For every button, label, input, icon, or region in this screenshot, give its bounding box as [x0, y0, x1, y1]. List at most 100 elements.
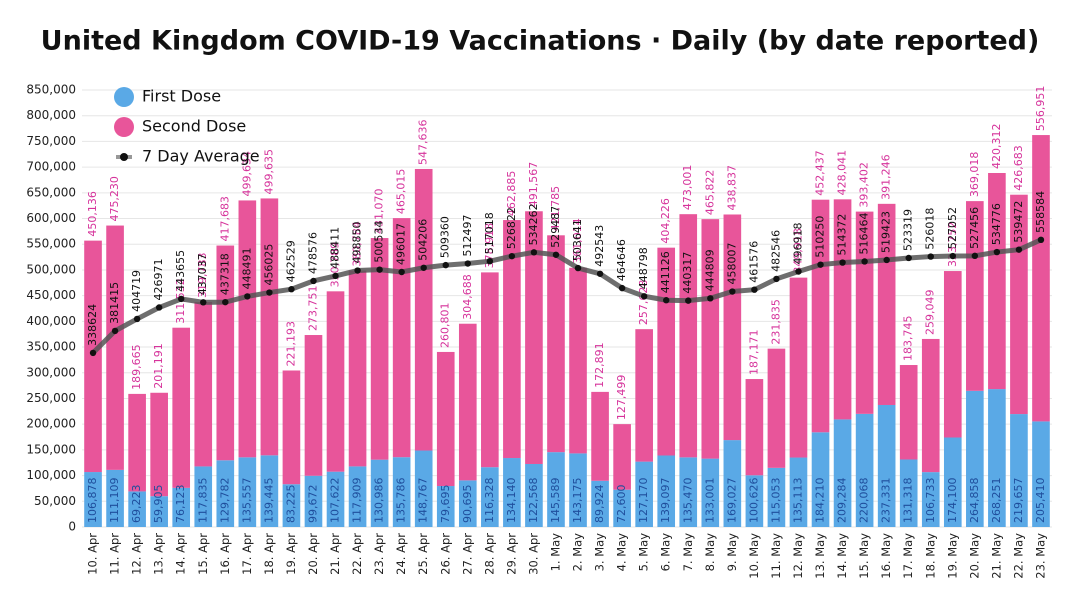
- y-tick-label: 500,000: [26, 262, 76, 276]
- value-label: 201,191: [152, 343, 165, 389]
- bar-segment: [260, 455, 279, 527]
- value-label: 257,628: [637, 280, 650, 326]
- bar-segment: [392, 218, 411, 458]
- x-tick-label: 13. May: [813, 533, 827, 579]
- y-tick-label: 650,000: [26, 185, 76, 199]
- average-label: 482546: [769, 230, 782, 272]
- bar-segment: [414, 450, 433, 527]
- bar-segment: [921, 472, 940, 527]
- average-label: 404719: [130, 270, 143, 312]
- average-label: 426971: [152, 258, 165, 300]
- value-label: 273,751: [306, 286, 319, 332]
- average-label: 440317: [681, 252, 694, 294]
- bar-segment: [194, 466, 213, 527]
- y-tick-label: 150,000: [26, 442, 76, 456]
- average-label: 441126: [659, 251, 672, 293]
- average-label: 448491: [240, 247, 253, 289]
- value-label: 131,318: [902, 478, 915, 524]
- bar-segment: [679, 457, 698, 527]
- bar-segment: [1032, 135, 1050, 422]
- average-point: [1037, 236, 1045, 244]
- bar-segment: [282, 370, 301, 485]
- value-label: 219,657: [1012, 477, 1025, 523]
- bar-segment: [172, 487, 191, 527]
- value-label: 134,140: [505, 478, 518, 524]
- average-point: [111, 327, 119, 335]
- x-tick-label: 2. May: [571, 533, 585, 572]
- value-label: 107,622: [329, 478, 342, 524]
- value-label: 221,193: [284, 321, 297, 367]
- x-tick-label: 18. Apr: [262, 533, 276, 575]
- bar-segment: [458, 480, 477, 527]
- average-label: 461576: [747, 241, 760, 283]
- value-label: 260,801: [439, 302, 452, 348]
- bar-segment: [172, 327, 191, 488]
- y-tick-label: 250,000: [26, 391, 76, 405]
- bar-segment: [723, 214, 742, 441]
- value-label: 491,567: [527, 162, 540, 208]
- x-tick-label: 9. May: [725, 533, 739, 572]
- average-line: [91, 237, 1042, 355]
- value-label: 304,688: [461, 274, 474, 319]
- bar-segment: [745, 379, 764, 476]
- average-label: 456025: [262, 244, 275, 286]
- value-label: 89,924: [593, 485, 606, 524]
- bar-segment: [326, 471, 345, 527]
- value-label: 452,437: [814, 150, 827, 196]
- average-point: [332, 272, 339, 280]
- bar-segment: [833, 419, 852, 527]
- bar-segment: [833, 199, 852, 420]
- average-label: 514372: [836, 214, 849, 256]
- bar-segment: [877, 404, 896, 527]
- average-label: 498850: [351, 222, 364, 264]
- bar-segment: [503, 220, 521, 459]
- bar-segment: [723, 440, 742, 527]
- value-label: 264,858: [968, 478, 981, 524]
- average-point: [486, 257, 494, 265]
- bar-segment: [569, 267, 587, 454]
- value-label: 499,634: [240, 151, 253, 197]
- bar-segment: [591, 480, 609, 527]
- value-label: 431,070: [373, 189, 386, 235]
- average-point: [773, 275, 780, 283]
- bar-segment: [503, 458, 521, 527]
- average-point: [1015, 246, 1023, 253]
- y-tick-label: 300,000: [26, 365, 76, 379]
- average-point: [266, 289, 273, 296]
- x-tick-label: 29. Apr: [504, 533, 518, 575]
- bar-segment: [547, 235, 565, 453]
- bar-segment: [789, 277, 808, 458]
- average-point: [376, 266, 383, 273]
- bar-segment: [150, 392, 168, 497]
- value-label: 205,410: [1034, 478, 1047, 524]
- average-point: [574, 264, 582, 272]
- x-tick-label: 25. Apr: [416, 533, 430, 575]
- bar-segment: [414, 168, 433, 451]
- average-point: [200, 299, 207, 306]
- value-label: 361,014: [571, 218, 584, 264]
- bar-segment: [745, 475, 764, 527]
- bar-segment: [128, 393, 146, 492]
- bar-segment: [1010, 414, 1028, 527]
- average-label: 523319: [902, 209, 915, 251]
- x-tick-label: 5. May: [637, 533, 651, 572]
- average-label: 381415: [108, 282, 121, 324]
- value-label: 237,331: [880, 478, 893, 524]
- bar-segment: [370, 459, 389, 527]
- bar-segment: [701, 458, 720, 527]
- value-label: 259,049: [924, 289, 937, 335]
- value-label: 475,230: [108, 176, 121, 221]
- x-tick-label: 10. May: [747, 533, 761, 579]
- value-label: 174,100: [946, 478, 959, 524]
- y-tick-label: 0: [68, 520, 76, 534]
- bar-segment: [481, 272, 499, 468]
- average-label: 462529: [284, 240, 297, 282]
- value-label: 169,027: [725, 478, 738, 524]
- value-label: 556,951: [1034, 86, 1047, 132]
- x-tick-label: 11. May: [769, 533, 783, 579]
- value-label: 378,918: [483, 223, 496, 269]
- value-label: 428,041: [836, 150, 849, 196]
- average-label: 510250: [814, 216, 827, 258]
- average-label: 444809: [703, 249, 716, 291]
